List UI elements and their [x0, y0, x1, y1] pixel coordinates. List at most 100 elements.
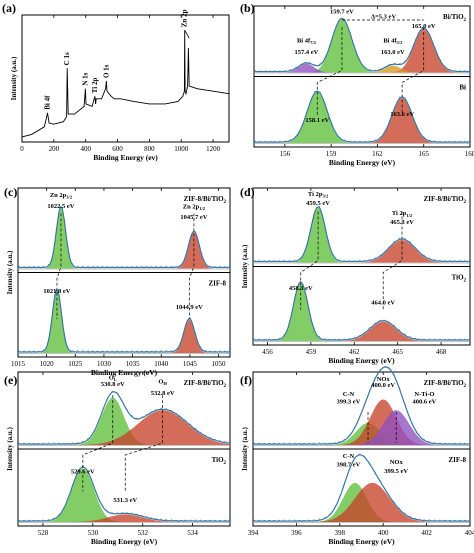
- x-tick-label: 0: [20, 145, 24, 153]
- x-tick-label: 162: [372, 150, 383, 158]
- x-axis-label: Binding Energy (eV): [328, 537, 395, 546]
- peak-annotation: N-Ti-O: [414, 391, 434, 398]
- peak-annotation: 399.3 eV: [337, 399, 361, 406]
- fit-component: [18, 319, 230, 353]
- raw-data: [253, 90, 471, 144]
- panel-letter: (e): [4, 373, 17, 387]
- x-tick-label: 200: [49, 145, 60, 153]
- peak-annotation: 531.3 eV: [113, 497, 137, 504]
- sample-label: TiO2: [452, 274, 467, 284]
- peak-annotation: 1022.5 eV: [47, 203, 74, 210]
- fit-component: [253, 240, 470, 263]
- raw-data: [253, 18, 471, 73]
- peak-label: O 1s: [103, 64, 111, 78]
- panel-letter: (f): [240, 373, 252, 387]
- raw-data: [252, 280, 471, 342]
- x-axis-label: Binding Energy (ev): [93, 153, 158, 162]
- fit-component: [254, 92, 470, 143]
- peak-annotation: Δ=5.3 eV: [371, 13, 396, 20]
- x-tick-label: 456: [262, 348, 273, 356]
- peak-annotation: C-N: [343, 453, 355, 460]
- peak-annotation: Ti 2p3/2: [308, 191, 329, 199]
- peak-label: N 1s: [82, 72, 90, 85]
- peak-annotation: OH: [158, 378, 167, 386]
- raw-data: [17, 206, 231, 269]
- sample-label: TiO2: [212, 456, 227, 466]
- peak-annotation: NOx: [377, 376, 391, 383]
- raw-data: [17, 289, 231, 354]
- panel-letter: (a): [2, 1, 16, 15]
- sample-label: Bi: [459, 84, 466, 92]
- x-tick-label: 1000: [174, 145, 189, 153]
- shift-guide: [401, 27, 425, 116]
- fit-component: [254, 29, 470, 73]
- panel-letter: (c): [4, 185, 17, 199]
- sample-label: ZIF-8/Bi/TiO2: [424, 195, 467, 205]
- peak-annotation: 532.8 eV: [151, 390, 175, 397]
- panel-2: (c)1015 1020 1025 1030 1035 1040 1045 1050Bindi…: [4, 185, 231, 377]
- sample-label: ZIF-8/Bi/TiO2: [424, 379, 467, 389]
- peak-annotation: C-N: [343, 391, 355, 398]
- peak-annotation: 400.0 eV: [371, 382, 395, 389]
- sample-label: ZIF-8/Bi/TiO2: [184, 195, 227, 205]
- fit-envelope: [253, 281, 470, 341]
- x-tick-label: 1020: [40, 360, 55, 368]
- x-tick-label: 1045: [183, 360, 198, 368]
- shift-guide: [316, 27, 343, 116]
- x-tick-label: 462: [349, 348, 360, 356]
- fit-component: [253, 321, 470, 341]
- panel-letter: (b): [240, 1, 255, 15]
- x-tick-label: 400: [80, 145, 91, 153]
- fit-component: [253, 399, 470, 445]
- fit-component: [253, 482, 470, 522]
- peak-annotation: 1045.7 eV: [180, 214, 207, 221]
- peak-annotation: 165.0 eV: [412, 23, 436, 30]
- sample-label: Bi/TiO2: [443, 13, 467, 23]
- peak-annotation: 459.5 eV: [306, 200, 330, 207]
- x-tick-label: 402: [421, 529, 432, 537]
- y-axis-label: Intensity (a.u.): [241, 426, 249, 470]
- x-tick-label: 800: [144, 145, 155, 153]
- fit-envelope: [254, 90, 470, 143]
- y-axis-label: Intensity (a.u.): [241, 244, 249, 288]
- peak-annotation: 159.7 eV: [330, 9, 354, 16]
- fit-envelope: [18, 466, 230, 522]
- raw-data: [252, 205, 471, 263]
- fit-component: [18, 514, 230, 522]
- panel-3: (d) 456 459 462 465 468 Binding Energy (eV) Int…: [240, 185, 471, 365]
- x-tick-label: 165: [418, 150, 429, 158]
- x-tick-label: 404: [465, 529, 474, 537]
- x-tick-label: 534: [187, 529, 198, 537]
- peak-annotation: 163.0 eV: [381, 49, 405, 56]
- peak-annotation: Zn 2p3/2: [50, 192, 73, 200]
- fit-component: [18, 208, 230, 269]
- survey-line: [21, 30, 230, 138]
- peak-label: Ti 2p: [91, 78, 99, 94]
- x-tick-label: 168: [465, 150, 474, 158]
- fit-component: [253, 410, 470, 445]
- peak-annotation: 530.8 eV: [101, 381, 125, 388]
- panel-4: (e) 528 530 532 534 Binding Energy (eV) Intens…: [4, 371, 231, 546]
- panel-0: (a) 0 200 400 600 800 1000 1200 Binding Energy (…: [2, 1, 230, 162]
- peak-annotation: Zn 2p1/2: [183, 204, 206, 212]
- x-tick-label: 465: [392, 348, 403, 356]
- x-tick-label: 398: [335, 529, 346, 537]
- x-tick-label: 400: [378, 529, 389, 537]
- raw-data: [17, 465, 231, 523]
- x-tick-label: 159: [326, 150, 337, 158]
- x-tick-label: 530: [88, 529, 99, 537]
- x-tick-label: 532: [137, 529, 148, 537]
- raw-data: [17, 390, 231, 446]
- raw-data: [252, 366, 471, 446]
- peak-annotation: Ti 2p1/2: [392, 210, 413, 218]
- x-tick-label: 528: [38, 529, 49, 537]
- x-tick-label: 468: [436, 348, 447, 356]
- fit-envelope: [253, 206, 470, 263]
- shift-guide: [188, 213, 195, 319]
- fit-component: [253, 283, 470, 341]
- x-tick-label: 1035: [126, 360, 141, 368]
- x-tick-label: 1040: [154, 360, 169, 368]
- fit-component: [254, 63, 470, 73]
- x-tick-label: 600: [112, 145, 123, 153]
